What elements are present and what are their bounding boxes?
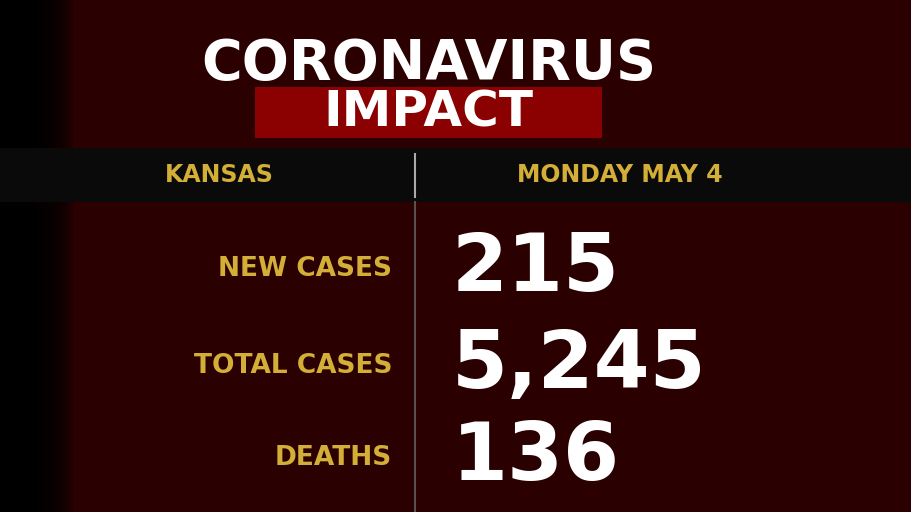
Bar — [0, 0, 32, 512]
Bar — [0, 0, 44, 512]
Bar — [0, 0, 41, 512]
Bar — [0, 0, 17, 512]
Bar — [0, 0, 73, 512]
Bar — [0, 0, 56, 512]
Bar — [0, 0, 10, 512]
Bar — [0, 0, 7, 512]
Bar — [255, 87, 601, 138]
Bar — [0, 0, 46, 512]
Bar — [0, 0, 61, 512]
Text: 215: 215 — [451, 230, 619, 308]
Text: TOTAL CASES: TOTAL CASES — [193, 353, 392, 379]
Bar — [0, 0, 51, 512]
Bar — [0, 0, 63, 512]
Text: IMPACT: IMPACT — [323, 89, 533, 137]
Bar — [0, 0, 34, 512]
Bar — [0, 0, 19, 512]
Bar — [0, 0, 48, 512]
Text: DEATHS: DEATHS — [274, 445, 392, 471]
Text: 136: 136 — [451, 419, 619, 497]
Bar — [0, 0, 12, 512]
Bar — [0, 0, 5, 512]
Bar — [0, 0, 66, 512]
Text: KANSAS: KANSAS — [164, 163, 273, 187]
Bar — [0, 148, 911, 202]
Bar — [0, 0, 36, 512]
Text: CORONAVIRUS: CORONAVIRUS — [201, 37, 655, 91]
Bar — [0, 0, 26, 512]
Bar — [0, 0, 68, 512]
Bar — [0, 0, 15, 512]
Bar — [0, 0, 70, 512]
Bar — [0, 0, 54, 512]
Text: NEW CASES: NEW CASES — [218, 256, 392, 282]
Bar — [0, 0, 39, 512]
Text: MONDAY MAY 4: MONDAY MAY 4 — [517, 163, 722, 187]
Bar — [0, 0, 3, 512]
Bar — [0, 0, 22, 512]
Bar — [0, 0, 25, 512]
Bar — [0, 0, 29, 512]
Text: 5,245: 5,245 — [451, 327, 705, 405]
Bar — [0, 0, 58, 512]
